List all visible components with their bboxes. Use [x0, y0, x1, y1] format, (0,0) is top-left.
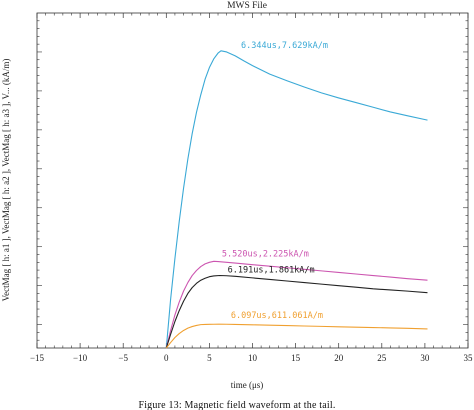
annotation-label: 6.191us,1.861kA/m [228, 266, 315, 276]
chart-title: MWS File [227, 1, 267, 11]
x-tick-label: −15 [30, 353, 45, 363]
annotations: 6.344us,7.629kA/m 5.520us,2.225kA/m 6.191u… [222, 41, 328, 321]
x-tick-label: −5 [118, 353, 128, 363]
series-lines [165, 50, 428, 349]
x-tick-label: 35 [464, 353, 474, 363]
series-line-3 [165, 274, 428, 349]
figure-caption: Figure 13: Magnetic field waveform at th… [138, 400, 335, 410]
x-tick-label: 20 [334, 353, 344, 363]
x-tick-label: 10 [248, 353, 258, 363]
x-tick-label: 5 [207, 353, 212, 363]
x-tick-label: 0 [164, 353, 169, 363]
series-line-4 [165, 323, 428, 349]
x-axis-label: time (μs) [231, 380, 264, 390]
annotation-label: 6.344us,7.629kA/m [241, 41, 328, 51]
x-tick-label: 15 [291, 353, 301, 363]
annotation-label: 6.097us,611.061A/m [231, 311, 323, 321]
plot-frame [36, 12, 469, 349]
x-tick-label: −10 [73, 353, 88, 363]
annotation-label: 5.520us,2.225kA/m [222, 249, 309, 259]
x-tick-label: 25 [377, 353, 387, 363]
axis-ticks: −15 −10 −5 0 5 10 15 20 25 30 35 [30, 13, 473, 363]
x-tick-label: 30 [420, 353, 430, 363]
series-line-1 [165, 50, 428, 349]
y-axis-label: VectMag [ h: a1 ], VectMag [ h: a2 ], Ve… [1, 59, 11, 302]
series-line-2 [165, 260, 428, 349]
